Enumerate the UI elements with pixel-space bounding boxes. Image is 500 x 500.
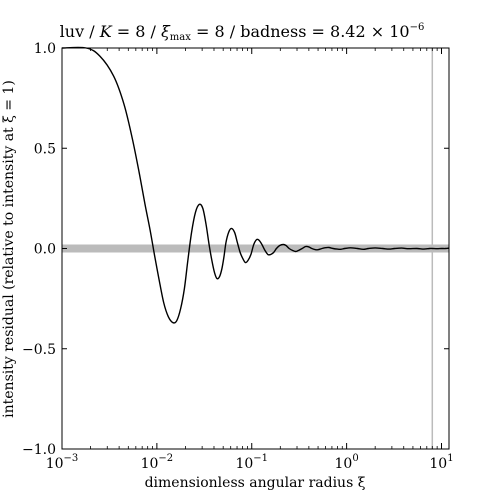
y-tick-label: 1.0 xyxy=(34,41,56,57)
chart-title: luv / K = 8 / ξmax = 8 / badness = 8.42 … xyxy=(60,22,425,43)
y-tick-label: 0.0 xyxy=(34,242,56,258)
x-axis: 10−3 10−2 10−1 100 101 xyxy=(46,48,454,472)
y-axis-label: intensity residual (relative to intensit… xyxy=(1,80,17,418)
x-tick-label: 10−1 xyxy=(235,453,268,472)
x-tick-label: 100 xyxy=(335,453,359,472)
series-line-0 xyxy=(61,46,450,324)
x-axis-label: dimensionless angular radius ξ xyxy=(145,475,366,491)
data-curve-layer xyxy=(61,46,450,324)
y-tick-label: 0.5 xyxy=(34,141,56,157)
y-tick-label: −1.0 xyxy=(22,442,56,458)
x-tick-label: 10−3 xyxy=(46,453,79,472)
x-tick-label: 10−2 xyxy=(141,453,174,472)
x-tick-label: 101 xyxy=(429,453,453,472)
y-axis: 1.0 0.5 0.0 −0.5 −1.0 xyxy=(22,41,449,458)
y-tick-label: −0.5 xyxy=(22,342,56,358)
